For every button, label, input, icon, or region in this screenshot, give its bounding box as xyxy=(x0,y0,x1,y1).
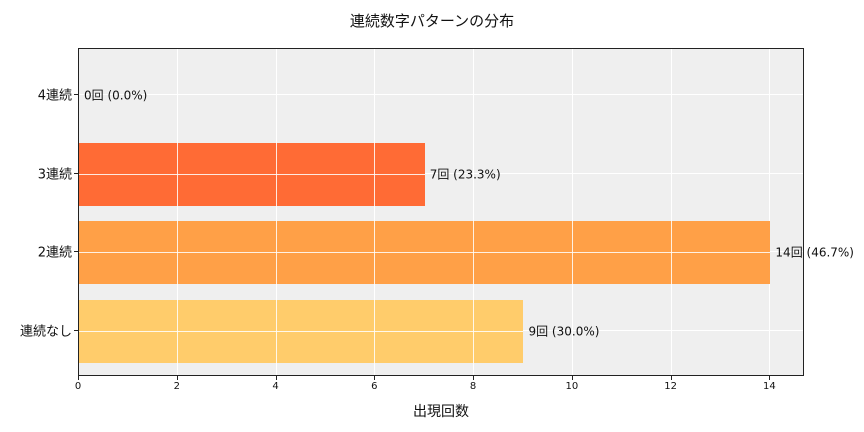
x-gridline xyxy=(275,49,277,375)
x-axis-title: 出現回数 xyxy=(413,404,469,420)
bar-value-label: 7回 (23.3%) xyxy=(429,167,501,182)
x-tick-label: 4 xyxy=(272,381,279,392)
bar-value-label: 14回 (46.7%) xyxy=(775,245,854,260)
x-tick-label: 14 xyxy=(763,381,776,392)
x-gridline xyxy=(571,49,573,375)
x-tick xyxy=(571,376,573,380)
x-gridline xyxy=(670,49,672,375)
bar-value-label: 9回 (30.0%) xyxy=(528,324,600,339)
y-tick-label: 連続なし xyxy=(19,324,72,340)
x-tick xyxy=(473,376,475,380)
bar xyxy=(79,142,425,206)
x-tick xyxy=(374,376,376,380)
x-tick-label: 10 xyxy=(565,381,579,392)
x-tick-label: 0 xyxy=(74,381,82,392)
x-tick-label: 6 xyxy=(371,381,378,392)
plot-area: 0回 (0.0%) 7回 (23.3%) 14回 (46.7%) 9回 (30.0%) xyxy=(78,48,854,376)
x-tick-label: 12 xyxy=(664,381,678,392)
x-tick xyxy=(78,376,79,380)
y-tick-label: 4連続 xyxy=(37,88,72,104)
chart-title: 連続数字パターンの分布 xyxy=(349,12,515,30)
y-gridline xyxy=(79,173,803,174)
x-gridline xyxy=(473,49,475,375)
y-tick xyxy=(74,173,78,174)
bar-value-label: 0回 (0.0%) xyxy=(84,88,148,103)
y-tick xyxy=(74,251,78,252)
y-tick xyxy=(74,94,78,95)
y-tick xyxy=(74,330,78,331)
x-tick xyxy=(176,376,178,380)
x-tick xyxy=(769,376,771,380)
bar xyxy=(79,220,771,284)
x-gridline xyxy=(374,49,376,375)
x-tick xyxy=(275,376,277,380)
bar xyxy=(79,299,524,363)
x-tick xyxy=(670,376,672,380)
y-tick-label: 3連続 xyxy=(37,167,72,183)
x-tick-label: 2 xyxy=(173,381,180,392)
x-tick-label: 8 xyxy=(469,381,477,392)
x-gridline xyxy=(769,49,771,375)
y-tick-label: 2連続 xyxy=(37,245,72,261)
x-gridline xyxy=(176,49,178,375)
y-gridline xyxy=(79,94,803,95)
